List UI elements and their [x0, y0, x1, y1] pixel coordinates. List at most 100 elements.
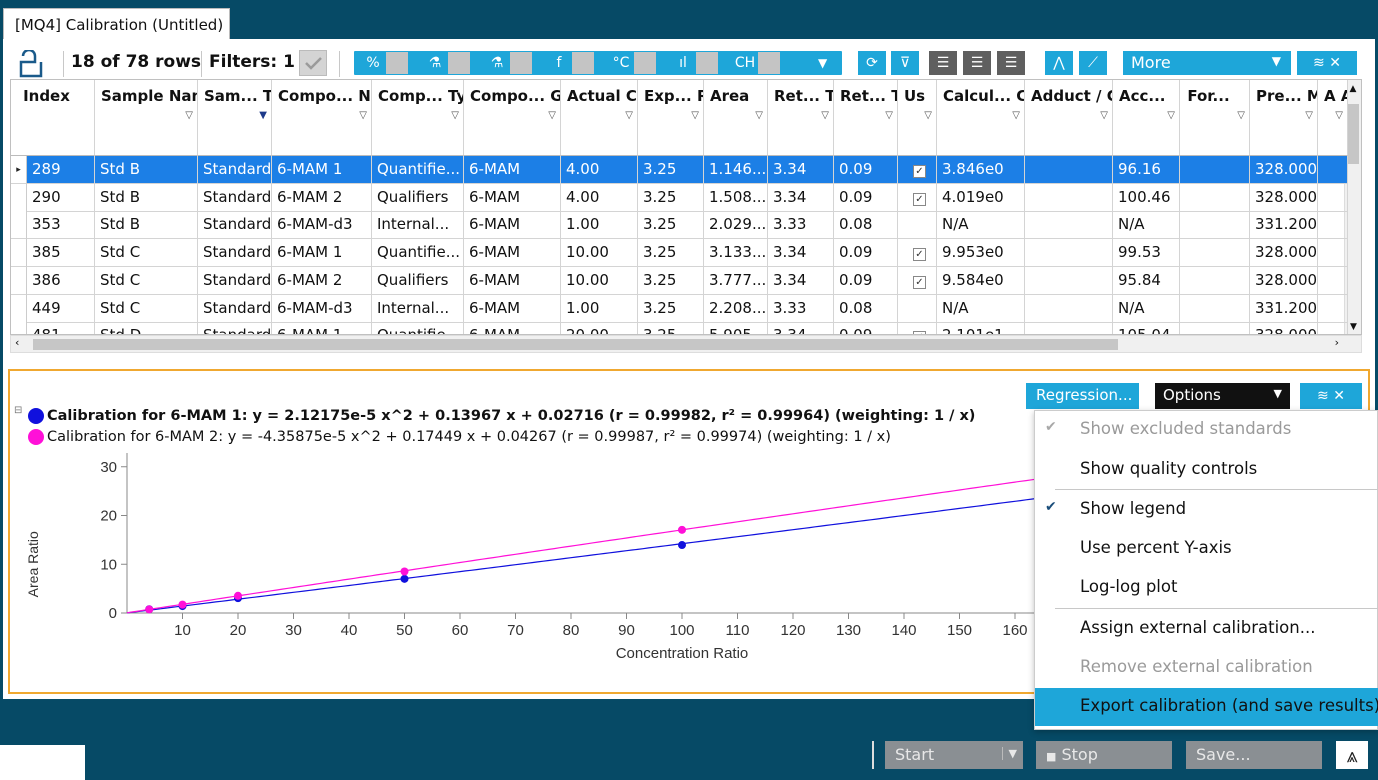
lock-icon[interactable] — [17, 48, 51, 78]
table-cell[interactable]: ✓ — [898, 239, 937, 268]
use-checkbox[interactable]: ✓ — [913, 331, 926, 334]
column-header[interactable]: Compo... Name ▽ — [272, 80, 372, 156]
save-button[interactable]: Save... — [1186, 741, 1322, 769]
column-header[interactable]: Sample Name ▽ — [95, 80, 198, 156]
menu-item[interactable]: Log-log plot — [1035, 569, 1378, 607]
menu-item[interactable]: Show quality controls — [1035, 451, 1378, 489]
column-filter-icon[interactable]: ▽ — [548, 110, 556, 121]
row-selector[interactable] — [11, 211, 27, 240]
document-tab[interactable]: [MQ4] Calibration (Untitled) — [3, 8, 230, 39]
peak-icon[interactable]: ⋀ — [1045, 51, 1073, 75]
percent-icon[interactable]: % — [360, 51, 408, 75]
column-header[interactable]: Index — [11, 80, 95, 156]
close-chart-icon[interactable]: ≋ ✕ — [1300, 383, 1362, 409]
table-row[interactable]: 481Std DStandard6-MAM 1Quantifie...6-MAM… — [11, 322, 1348, 334]
flask-icon[interactable]: ⚗ — [422, 51, 470, 75]
use-checkbox[interactable]: ✓ — [913, 248, 926, 262]
column-header[interactable]: A A ▽ — [1318, 80, 1348, 156]
menu-item[interactable]: ✔ Show legend — [1035, 491, 1378, 529]
column-filter-icon[interactable]: ▽ — [885, 110, 893, 121]
column-header[interactable]: Exp... RT ▽ — [638, 80, 704, 156]
column-header[interactable]: Acc... ▽ — [1113, 80, 1180, 156]
row-selector[interactable] — [11, 266, 27, 295]
use-checkbox[interactable]: ✓ — [913, 275, 926, 289]
column-filter-icon[interactable]: ▽ — [185, 110, 193, 121]
column-filter-icon[interactable]: ▽ — [625, 110, 633, 121]
celsius-icon[interactable]: °C — [608, 51, 656, 75]
column-filter-icon[interactable]: ▽ — [1305, 110, 1313, 121]
row-selector[interactable] — [11, 239, 27, 268]
align-middle-icon[interactable]: ☰ — [963, 51, 991, 75]
table-cell[interactable] — [898, 211, 937, 240]
collapse-legend-icon[interactable]: ⊟ — [14, 405, 23, 416]
column-filter-icon[interactable]: ▽ — [924, 110, 932, 121]
column-toggle-box[interactable] — [758, 52, 780, 74]
table-row[interactable]: 385 Std C Standard 6-MAM 1 Quantifie... 6-MAM… — [11, 239, 1348, 268]
options-button[interactable]: Options ▼ — [1155, 383, 1290, 409]
column-filter-icon[interactable]: ▽ — [1012, 110, 1020, 121]
column-bar-dropdown-icon[interactable]: ▼ — [818, 56, 828, 70]
column-header[interactable]: Adduct / Charge ▽ — [1025, 80, 1113, 156]
row-selector[interactable] — [11, 322, 27, 334]
column-header[interactable]: Comp... Type ▽ — [372, 80, 464, 156]
use-checkbox[interactable]: ✓ — [913, 192, 926, 206]
regression-button[interactable]: Regression... — [1026, 383, 1139, 409]
column-header[interactable]: Ret... Time ▽ — [768, 80, 834, 156]
column-filter-icon[interactable]: ▽ — [821, 110, 829, 121]
formula-cnhn-icon[interactable]: CH — [732, 51, 780, 75]
table-row[interactable]: 449 Std C Standard 6-MAM-d3 Internal... 6-MAM… — [11, 294, 1348, 323]
flask-alt-icon[interactable]: ⚗ — [484, 51, 532, 75]
column-toggle-box[interactable] — [448, 52, 470, 74]
start-button[interactable]: Start ▼ — [885, 741, 1023, 769]
table-row[interactable]: 290 Std B Standard 6-MAM 2 Qualifiers 6-MAM 4.… — [11, 183, 1348, 212]
more-dropdown[interactable]: More ▼ — [1123, 51, 1291, 75]
column-header[interactable]: Us ▽ — [898, 80, 937, 156]
table-cell[interactable]: ✓ — [898, 266, 937, 295]
table-row[interactable]: 386 Std C Standard 6-MAM 2 Qualifiers 6-MAM 10… — [11, 266, 1348, 295]
column-header[interactable]: Calcul... Conce... ▽ — [937, 80, 1025, 156]
table-row[interactable]: ▸ 289 Std B Standard 6-MAM 1 Quantifie... 6-MA… — [11, 156, 1348, 184]
table-cell[interactable]: ✓ — [898, 156, 937, 184]
column-toggle-box[interactable] — [510, 52, 532, 74]
column-toggle-box[interactable] — [572, 52, 594, 74]
column-filter-icon[interactable]: ▽ — [451, 110, 459, 121]
align-bottom-icon[interactable]: ☰ — [997, 51, 1025, 75]
table-cell[interactable] — [898, 294, 937, 323]
menu-item[interactable]: Use percent Y-axis — [1035, 530, 1378, 568]
column-toggle-box[interactable] — [386, 52, 408, 74]
column-filter-icon[interactable]: ▽ — [1335, 110, 1343, 121]
column-filter-icon[interactable]: ▽ — [359, 110, 367, 121]
close-panel-icon[interactable]: ≋ ✕ — [1297, 51, 1357, 75]
row-selector[interactable] — [11, 294, 27, 323]
menu-item[interactable]: Export calibration (and save results)... — [1035, 688, 1378, 726]
column-filter-icon[interactable]: ▽ — [1100, 110, 1108, 121]
row-selector[interactable]: ▸ — [11, 156, 27, 184]
peaks-icon[interactable]: ıl — [670, 51, 718, 75]
column-header[interactable]: Ret... Tim... ▽ — [834, 80, 898, 156]
column-filter-icon[interactable]: ▽ — [1167, 110, 1175, 121]
use-checkbox[interactable]: ✓ — [913, 165, 926, 178]
table-row[interactable]: 353 Std B Standard 6-MAM-d3 Internal... 6-MAM… — [11, 211, 1348, 240]
column-filter-icon[interactable]: ▼ — [259, 110, 267, 121]
column-toggle-box[interactable] — [634, 52, 656, 74]
column-header[interactable]: Pre... Mass ▽ — [1250, 80, 1318, 156]
menu-item[interactable]: Assign external calibration... — [1035, 610, 1378, 648]
row-selector[interactable] — [11, 183, 27, 212]
column-header[interactable]: For... ▽ — [1180, 80, 1250, 156]
stop-button[interactable]: ■ Stop — [1036, 741, 1172, 769]
align-top-icon[interactable]: ☰ — [929, 51, 957, 75]
table-cell[interactable]: ✓ — [898, 322, 937, 334]
vertical-scrollbar[interactable]: ▲ ▼ — [1344, 80, 1361, 334]
column-header[interactable]: Sam... Type ▼ — [198, 80, 272, 156]
filter-icon[interactable]: ⊽ — [891, 51, 919, 75]
table-cell[interactable]: ✓ — [898, 183, 937, 212]
refresh-icon[interactable]: ⟳ — [858, 51, 886, 75]
column-header[interactable]: Actual Conc... ▽ — [561, 80, 638, 156]
line-icon[interactable]: ⟋ — [1079, 51, 1107, 75]
column-header[interactable]: Area ▽ — [704, 80, 768, 156]
column-header[interactable]: Compo... Group... ▽ — [464, 80, 561, 156]
column-filter-icon[interactable]: ▽ — [1237, 110, 1245, 121]
column-filter-icon[interactable]: ▽ — [755, 110, 763, 121]
column-filter-icon[interactable]: ▽ — [691, 110, 699, 121]
horizontal-scrollbar[interactable]: ‹ › — [10, 335, 1362, 353]
